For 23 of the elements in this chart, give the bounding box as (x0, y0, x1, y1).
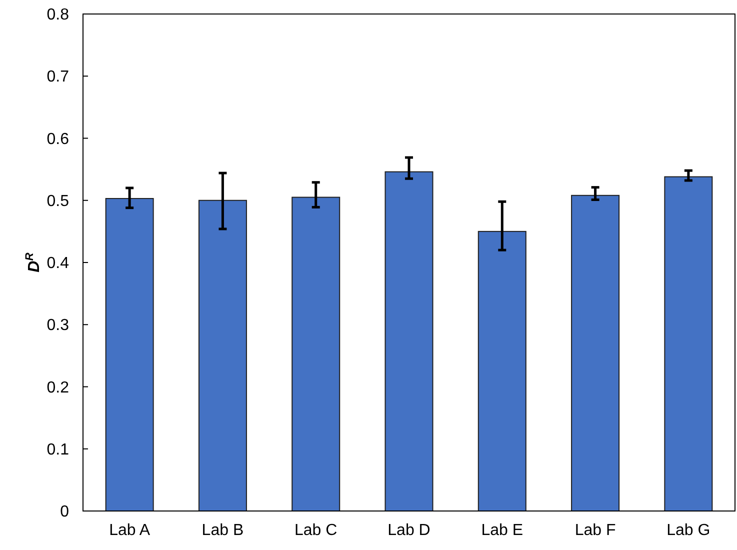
x-tick-label: Lab E (481, 522, 524, 539)
y-tick-label: 0 (60, 504, 70, 521)
x-tick-label: Lab C (294, 522, 338, 539)
y-tick-label: 0.5 (46, 192, 70, 210)
bar (292, 196, 340, 512)
y-tick-label: 0.7 (46, 68, 70, 86)
bar (105, 198, 154, 512)
bar (664, 176, 713, 512)
x-tick-label: Lab B (202, 522, 244, 539)
y-tick-label: 0.3 (46, 317, 70, 334)
y-tick-label: 0.8 (46, 6, 70, 24)
bar (198, 200, 247, 512)
y-tick-label: 0.6 (46, 130, 70, 148)
x-tick-label: Lab A (109, 522, 150, 539)
x-tick-label: Lab G (666, 522, 710, 539)
y-tick-label: 0.4 (46, 255, 70, 272)
bar (478, 230, 526, 512)
bar (571, 194, 620, 512)
bar (384, 171, 434, 512)
x-tick-label: Lab F (574, 522, 616, 539)
y-tick-label: 0.1 (46, 441, 70, 458)
x-tick-label: Lab D (388, 522, 430, 539)
y-tick-label: 0.2 (46, 379, 70, 396)
